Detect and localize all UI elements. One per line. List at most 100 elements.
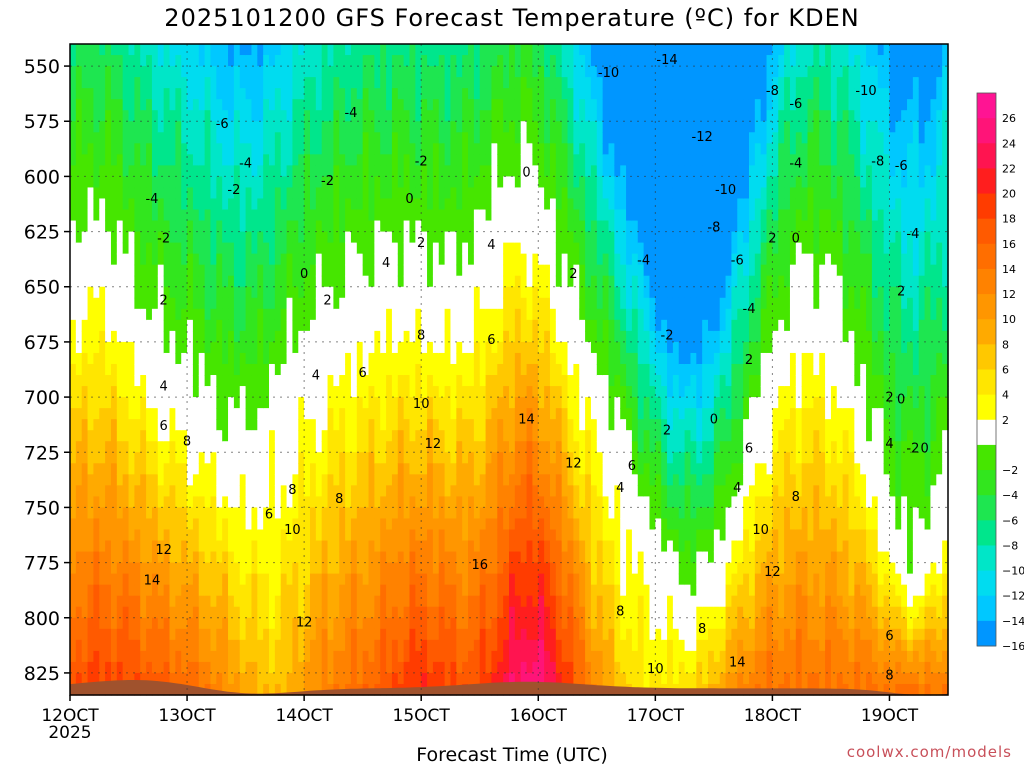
heatmap-cell	[345, 419, 352, 431]
heatmap-cell	[204, 198, 212, 211]
heatmap-cell	[292, 275, 299, 288]
heatmap-cell	[70, 77, 77, 89]
heatmap-cell	[503, 573, 510, 586]
heatmap-cell	[93, 430, 100, 442]
heatmap-cell	[468, 231, 475, 244]
heatmap-cell	[397, 441, 405, 453]
heatmap-cell	[526, 452, 534, 464]
heatmap-cell	[116, 573, 124, 586]
heatmap-cell	[362, 397, 370, 409]
heatmap-cell	[509, 187, 516, 200]
heatmap-cell	[298, 352, 305, 365]
heatmap-cell	[421, 463, 428, 475]
heatmap-cell	[327, 286, 334, 299]
heatmap-cell	[432, 121, 440, 133]
heatmap-cell	[374, 419, 381, 431]
heatmap-cell	[333, 110, 340, 122]
heatmap-cell	[175, 639, 182, 652]
heatmap-cell	[151, 408, 159, 420]
heatmap-cell	[362, 507, 370, 520]
heatmap-cell	[269, 44, 276, 56]
heatmap-cell	[544, 397, 551, 409]
heatmap-cell	[345, 286, 352, 299]
heatmap-cell	[222, 198, 229, 211]
heatmap-cell	[309, 55, 317, 67]
heatmap-cell	[269, 661, 276, 674]
heatmap-cell	[309, 551, 317, 564]
heatmap-cell	[269, 375, 276, 387]
heatmap-cell	[116, 661, 124, 674]
heatmap-cell	[432, 375, 440, 387]
heatmap-cell	[462, 617, 469, 630]
heatmap-cell	[362, 264, 370, 277]
heatmap-cell	[128, 485, 135, 497]
heatmap-cell	[245, 330, 253, 343]
heatmap-cell	[403, 176, 411, 189]
heatmap-cell	[532, 275, 539, 288]
heatmap-cell	[479, 672, 487, 685]
heatmap-cell	[216, 253, 223, 266]
heatmap-cell	[380, 286, 387, 299]
heatmap-cell	[368, 540, 375, 553]
heatmap-cell	[368, 672, 375, 685]
heatmap-cell	[315, 99, 323, 111]
heatmap-cell	[292, 507, 299, 520]
heatmap-cell	[427, 562, 434, 575]
heatmap-cell	[409, 628, 416, 641]
heatmap-cell	[509, 441, 516, 453]
heatmap-cell	[386, 198, 393, 211]
heatmap-cell	[427, 606, 434, 619]
heatmap-cell	[444, 99, 452, 111]
heatmap-cell	[362, 132, 370, 144]
heatmap-cell	[233, 220, 241, 233]
heatmap-cell	[309, 573, 317, 586]
heatmap-cell	[409, 540, 416, 553]
heatmap-cell	[555, 187, 563, 200]
heatmap-cell	[538, 77, 545, 89]
heatmap-cell	[421, 220, 428, 233]
heatmap-cell	[269, 264, 276, 277]
heatmap-cell	[204, 650, 212, 663]
heatmap-cell	[538, 319, 545, 332]
heatmap-cell	[87, 231, 95, 244]
heatmap-cell	[286, 573, 294, 586]
heatmap-cell	[192, 55, 200, 67]
heatmap-cell	[292, 496, 299, 509]
heatmap-cell	[509, 474, 516, 486]
heatmap-cell	[239, 297, 247, 310]
heatmap-cell	[309, 275, 317, 288]
heatmap-cell	[70, 66, 77, 78]
heatmap-cell	[532, 397, 539, 409]
heatmap-cell	[274, 397, 282, 409]
heatmap-cell	[549, 165, 557, 178]
heatmap-cell	[386, 584, 393, 597]
heatmap-cell	[75, 253, 83, 266]
heatmap-cell	[228, 99, 235, 111]
heatmap-cell	[222, 99, 229, 111]
heatmap-cell	[503, 143, 510, 155]
heatmap-cell	[456, 518, 463, 531]
heatmap-cell	[269, 132, 276, 144]
heatmap-cell	[116, 132, 124, 144]
heatmap-cell	[450, 121, 457, 133]
heatmap-cell	[93, 386, 100, 398]
heatmap-cell	[526, 264, 534, 277]
heatmap-cell	[397, 275, 405, 288]
heatmap-cell	[151, 319, 159, 332]
heatmap-cell	[181, 308, 188, 321]
heatmap-cell	[216, 297, 223, 310]
heatmap-cell	[345, 474, 352, 486]
heatmap-cell	[146, 132, 153, 144]
heatmap-cell	[257, 496, 264, 509]
heatmap-cell	[555, 110, 563, 122]
heatmap-cell	[257, 363, 264, 376]
heatmap-cell	[233, 176, 241, 189]
heatmap-cell	[403, 264, 411, 277]
heatmap-cell	[438, 419, 446, 431]
heatmap-cell	[520, 77, 528, 89]
heatmap-cell	[140, 419, 147, 431]
heatmap-cell	[233, 375, 241, 387]
heatmap-cell	[105, 485, 112, 497]
heatmap-cell	[345, 132, 352, 144]
heatmap-cell	[421, 363, 428, 376]
